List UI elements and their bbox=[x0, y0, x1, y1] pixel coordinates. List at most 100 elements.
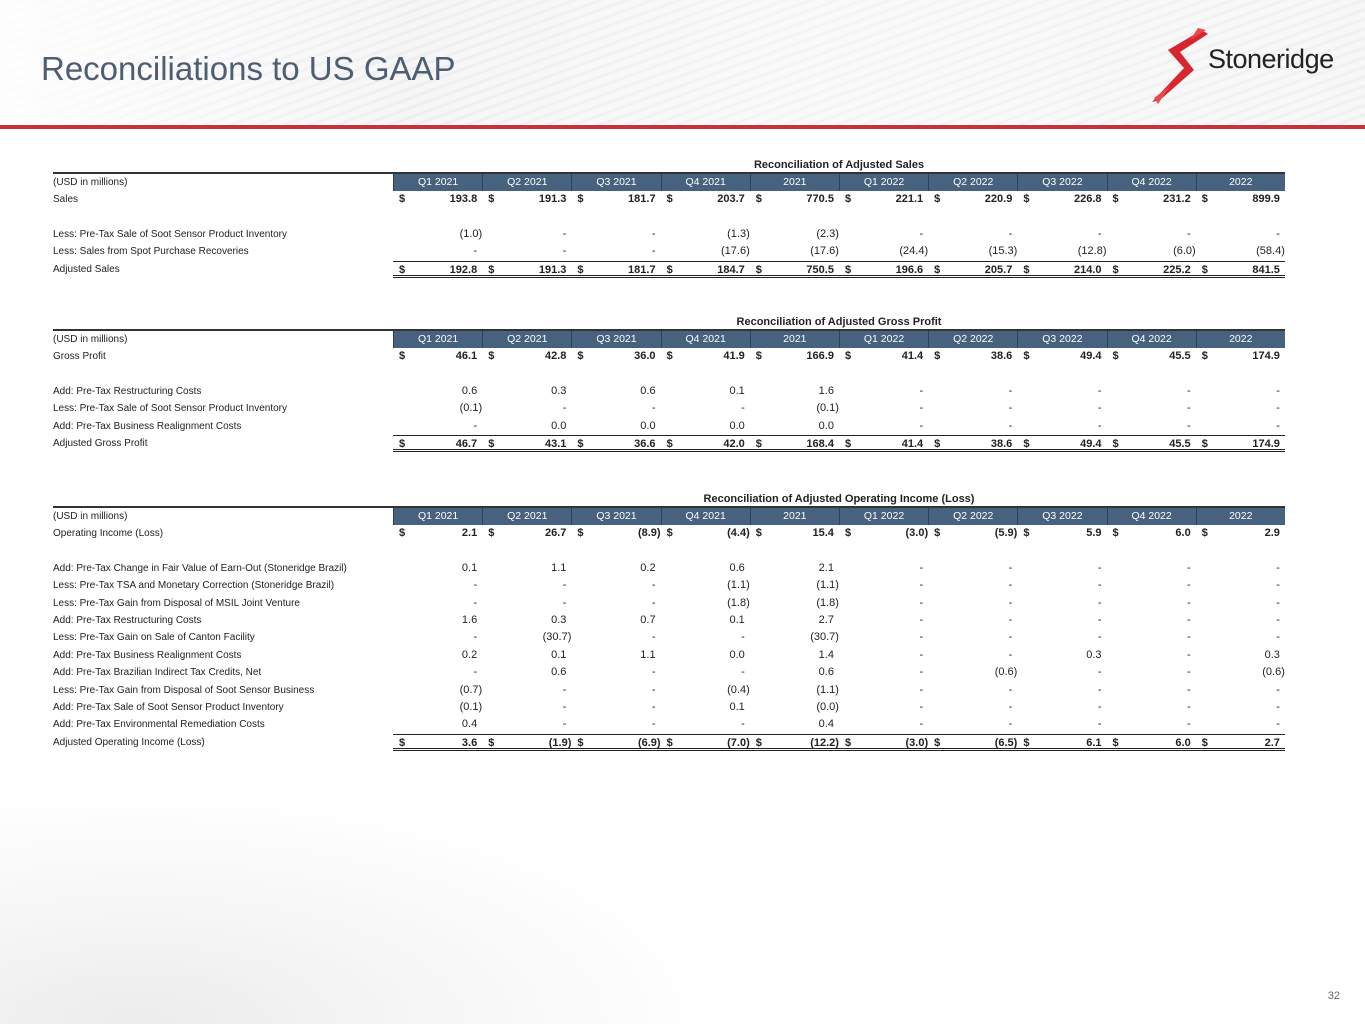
value-cell: (0.6) bbox=[928, 664, 1018, 681]
value: 0.0 bbox=[818, 419, 834, 432]
unit-label: (USD in millions) bbox=[53, 334, 128, 345]
column-header: Q1 2021 bbox=[393, 508, 483, 525]
value-cell: - bbox=[1107, 560, 1196, 577]
column-header: 2021 bbox=[749, 331, 839, 348]
value-cell: 0.1 bbox=[661, 612, 750, 629]
value-cell: - bbox=[482, 243, 571, 260]
column-header: Q1 2021 bbox=[393, 174, 483, 191]
value: 0.3 bbox=[551, 613, 567, 626]
value-cell: - bbox=[1107, 383, 1196, 400]
value-cell: 2.7 bbox=[750, 612, 839, 629]
currency-symbol: $ bbox=[1201, 437, 1208, 450]
value-cell: - bbox=[571, 629, 660, 646]
column-header: Q1 2022 bbox=[838, 331, 929, 348]
value-cell: - bbox=[1196, 418, 1285, 435]
row-label: Less: Pre-Tax Gain from Disposal of Soot… bbox=[53, 684, 315, 696]
value: 26.7 bbox=[544, 527, 567, 539]
currency-symbol: $ bbox=[488, 350, 495, 362]
value-cell: - bbox=[928, 383, 1017, 400]
value: - bbox=[1276, 596, 1280, 609]
value-cell: - bbox=[928, 612, 1017, 629]
value-cell: - bbox=[839, 682, 928, 699]
value-cell: (0.1) bbox=[393, 699, 483, 716]
table-row: Gross Profit $46.1 $42.8 $36.0 $41.9 $166.9 $4… bbox=[53, 348, 1285, 365]
value-cell: $49.4 bbox=[1017, 434, 1107, 453]
value: - bbox=[919, 648, 924, 661]
value: 46.7 bbox=[455, 437, 478, 450]
value: 0.1 bbox=[461, 561, 478, 574]
value-cell: - bbox=[661, 629, 750, 646]
value-cell: 0.0 bbox=[750, 418, 839, 435]
value: 0.0 bbox=[729, 648, 745, 661]
column-header: 2022 bbox=[1195, 174, 1285, 191]
value: - bbox=[919, 666, 924, 679]
value-cell: (1.1) bbox=[750, 682, 839, 699]
value-cell: 0.4 bbox=[750, 716, 839, 733]
value-cell: $770.5 bbox=[750, 191, 839, 208]
table-row: Less: Sales from Spot Purchase Recoverie… bbox=[53, 243, 1285, 260]
value: - bbox=[1187, 402, 1191, 415]
value-cell: - bbox=[482, 226, 571, 243]
value-cell: - bbox=[571, 682, 660, 699]
value: (12.2) bbox=[810, 736, 839, 749]
currency-symbol: $ bbox=[1023, 736, 1030, 749]
value: 166.9 bbox=[806, 350, 834, 362]
currency-symbol: $ bbox=[577, 437, 584, 450]
value: - bbox=[1008, 700, 1013, 713]
row-label: Add: Pre-Tax Environmental Remediation C… bbox=[53, 719, 265, 731]
row-label: Add: Pre-Tax Change in Fair Value of Ear… bbox=[53, 562, 347, 574]
value: (1.8) bbox=[727, 596, 750, 609]
value-cell: $26.7 bbox=[482, 525, 571, 542]
value-cell: $6.0 bbox=[1107, 525, 1196, 542]
currency-symbol: $ bbox=[666, 350, 673, 362]
column-header: 2021 bbox=[749, 508, 839, 525]
header-row: (USD in millions) Q1 2021 Q2 2021 Q3 2021 Q4… bbox=[53, 172, 1285, 191]
value-cell: $6.1 bbox=[1017, 733, 1107, 752]
currency-symbol: $ bbox=[755, 193, 762, 205]
value: 181.7 bbox=[628, 263, 656, 276]
value-cell: $38.6 bbox=[928, 348, 1017, 365]
value-cell: - bbox=[571, 243, 660, 260]
value: (24.4) bbox=[899, 245, 929, 258]
table-row: Less: Pre-Tax TSA and Monetary Correctio… bbox=[53, 577, 1285, 594]
value-cell: (0.7) bbox=[393, 682, 483, 699]
value: (15.3) bbox=[988, 245, 1018, 258]
value: - bbox=[1008, 613, 1013, 626]
value: 5.9 bbox=[1086, 527, 1102, 539]
unit-label: (USD in millions) bbox=[53, 511, 128, 522]
value: - bbox=[562, 227, 567, 240]
value-cell: $42.8 bbox=[482, 348, 571, 365]
value: 45.5 bbox=[1169, 350, 1191, 362]
currency-symbol: $ bbox=[755, 350, 762, 362]
value: - bbox=[1008, 683, 1013, 696]
value-cell: (17.6) bbox=[750, 243, 839, 260]
value-cell: 0.4 bbox=[393, 716, 482, 733]
value: - bbox=[562, 245, 567, 258]
value: 0.6 bbox=[729, 561, 745, 574]
value: - bbox=[473, 419, 478, 432]
footer-background bbox=[0, 800, 700, 1024]
row-label: Less: Pre-Tax Gain on Sale of Canton Fac… bbox=[53, 632, 255, 644]
value-cell: 1.6 bbox=[393, 612, 482, 629]
value: 2.1 bbox=[461, 527, 478, 539]
value-cell: $46.1 bbox=[393, 348, 482, 365]
row-label: Gross Profit bbox=[53, 351, 106, 362]
value-cell: $41.4 bbox=[839, 348, 928, 365]
value-cell: $41.4 bbox=[838, 434, 929, 453]
value: (3.0) bbox=[905, 736, 929, 749]
header-row: (USD in millions) Q1 2021 Q2 2021 Q3 2021 Q4… bbox=[53, 506, 1285, 525]
value-cell: $184.7 bbox=[660, 260, 750, 278]
table-row: Add: Pre-Tax Restructuring Costs 1.6 0.3 0.… bbox=[53, 612, 1285, 629]
value-cell: 0.0 bbox=[661, 418, 750, 435]
value: - bbox=[1097, 419, 1102, 432]
value-cell: 1.4 bbox=[750, 647, 839, 664]
value-cell: - bbox=[928, 629, 1017, 646]
value-cell: $42.0 bbox=[660, 434, 750, 453]
currency-symbol: $ bbox=[1023, 527, 1030, 539]
value: 6.1 bbox=[1086, 736, 1102, 749]
value: - bbox=[1008, 384, 1013, 397]
currency-symbol: $ bbox=[488, 527, 495, 539]
value: - bbox=[919, 402, 924, 415]
value-cell: - bbox=[661, 716, 750, 733]
currency-symbol: $ bbox=[1201, 350, 1208, 362]
